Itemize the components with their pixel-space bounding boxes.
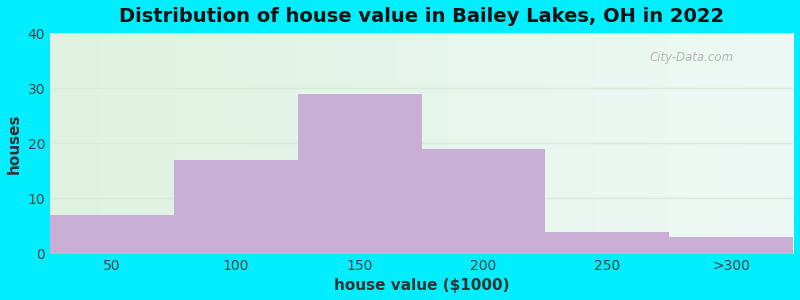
Bar (298, 94, 422, 253)
Bar (422, 149, 546, 254)
X-axis label: house value ($1000): house value ($1000) (334, 278, 510, 293)
Text: City-Data.com: City-Data.com (650, 51, 734, 64)
Bar (670, 237, 793, 253)
Bar (174, 160, 298, 254)
Bar (546, 232, 670, 253)
Y-axis label: houses: houses (7, 113, 22, 174)
Bar (50, 215, 174, 254)
Title: Distribution of house value in Bailey Lakes, OH in 2022: Distribution of house value in Bailey La… (119, 7, 724, 26)
